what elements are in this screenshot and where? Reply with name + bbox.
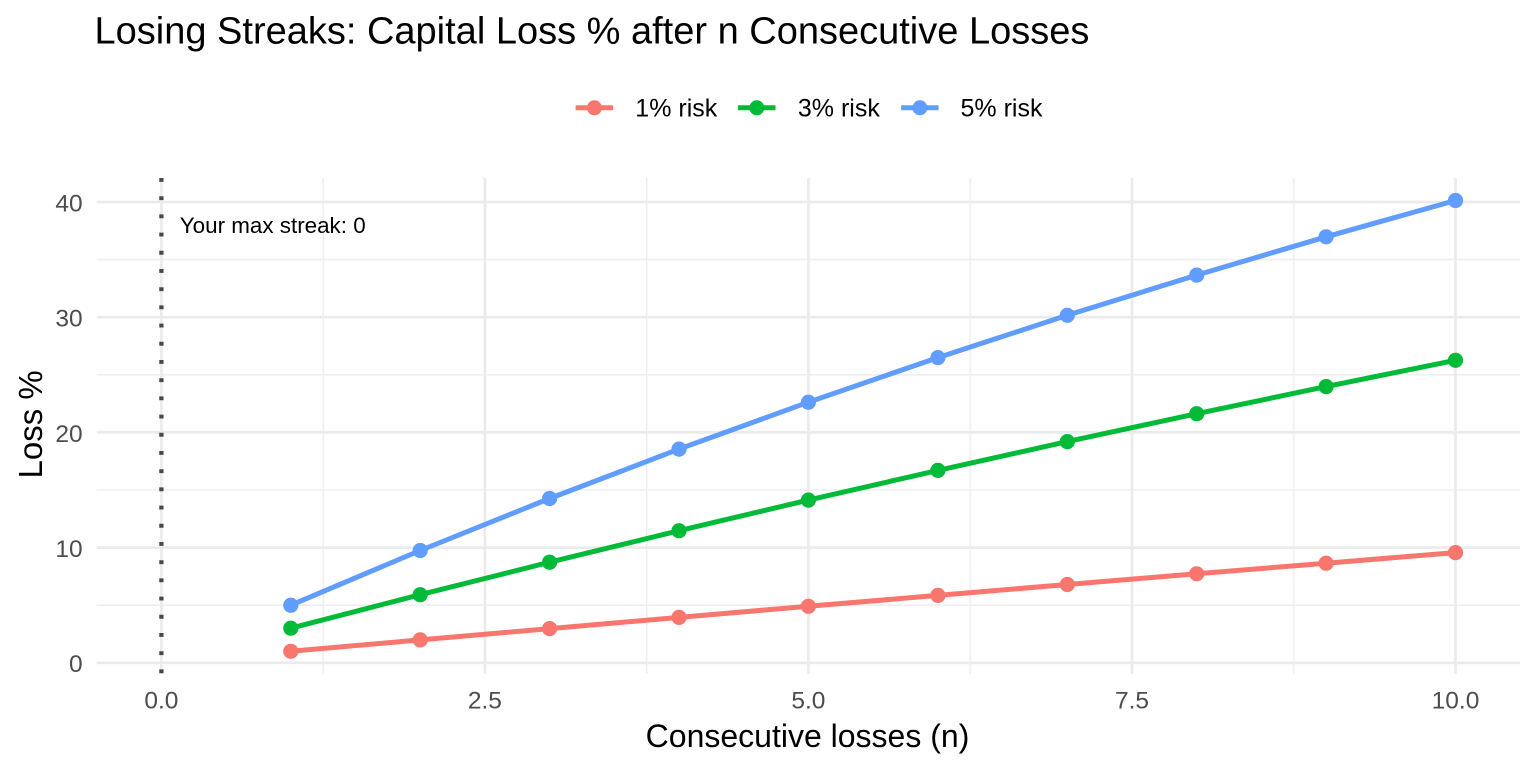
svg-text:7.5: 7.5 [1115, 688, 1149, 715]
svg-text:Your max streak: 0: Your max streak: 0 [180, 213, 366, 238]
svg-text:40: 40 [55, 190, 82, 217]
svg-text:2.5: 2.5 [468, 688, 502, 715]
svg-text:1% risk: 1% risk [635, 95, 717, 123]
svg-text:0: 0 [69, 651, 83, 678]
svg-text:3% risk: 3% risk [798, 95, 880, 123]
svg-text:30: 30 [55, 306, 82, 333]
svg-text:10.0: 10.0 [1432, 688, 1480, 715]
svg-text:10: 10 [55, 536, 82, 563]
svg-text:Loss %: Loss % [12, 370, 49, 478]
svg-text:0.0: 0.0 [144, 688, 178, 715]
svg-text:20: 20 [55, 421, 82, 448]
svg-text:Losing Streaks: Capital Loss %: Losing Streaks: Capital Loss % after n C… [95, 10, 1090, 52]
svg-text:Consecutive losses (n): Consecutive losses (n) [646, 718, 970, 754]
svg-text:5% risk: 5% risk [961, 95, 1043, 123]
svg-text:5.0: 5.0 [791, 688, 825, 715]
